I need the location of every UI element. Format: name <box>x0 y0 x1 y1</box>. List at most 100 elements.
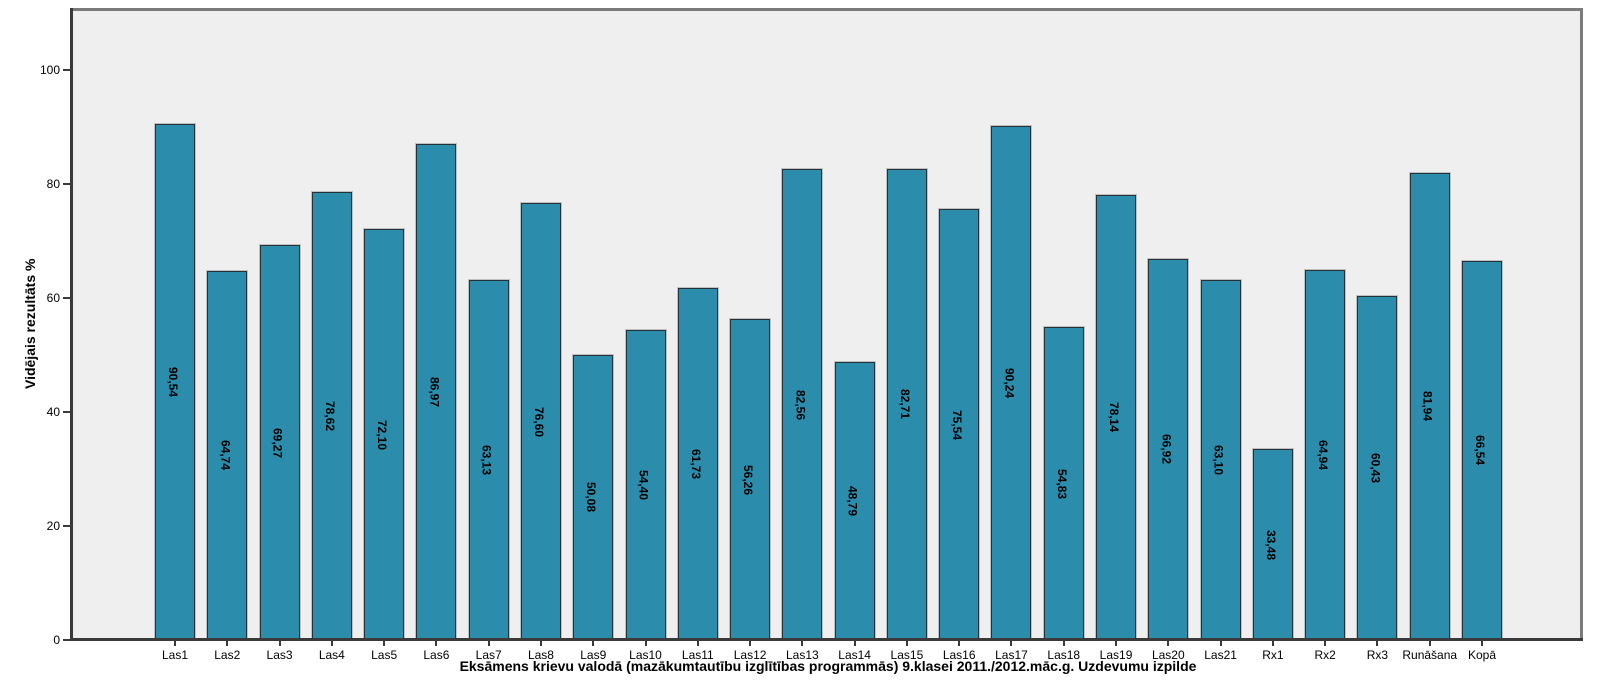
x-tick-mark <box>1481 641 1483 646</box>
x-axis-line <box>70 638 1583 641</box>
x-tick-mark <box>1062 641 1065 646</box>
x-tick-mark <box>905 641 908 646</box>
bar-las8 <box>520 203 561 640</box>
y-tick-mark <box>63 69 71 71</box>
x-tick-label: Las1 <box>161 648 189 662</box>
bar-las17 <box>991 125 1032 640</box>
x-tick-mark <box>226 641 229 646</box>
x-tick-label: Las8 <box>527 648 554 662</box>
bar-value-label: 66,54 <box>1473 435 1487 466</box>
bar-las14 <box>834 361 875 640</box>
bar-value-label: 56,26 <box>741 464 756 495</box>
x-tick-mark <box>958 641 961 646</box>
bar-las5 <box>364 229 405 640</box>
x-tick-label: Las11 <box>681 648 714 662</box>
bar-value-label: 61,73 <box>688 449 703 480</box>
bar-las4 <box>311 191 352 640</box>
bar-las16 <box>939 209 980 640</box>
x-tick-label: Las9 <box>580 648 607 662</box>
bar-value-label: 72,10 <box>375 419 390 450</box>
bar-las3 <box>259 245 300 640</box>
x-tick-mark <box>1167 641 1170 646</box>
x-tick-label: Rx2 <box>1314 648 1336 662</box>
bar-las19 <box>1096 194 1137 640</box>
x-tick-mark <box>1271 641 1274 646</box>
y-tick-label: 80 <box>46 177 60 191</box>
bar-las1 <box>155 123 195 640</box>
y-tick-label: 0 <box>53 633 60 647</box>
x-tick-label: Las7 <box>475 648 502 662</box>
x-tick-label: Las14 <box>838 648 871 662</box>
bar-las7 <box>468 280 509 640</box>
x-tick-label: Las17 <box>995 648 1028 662</box>
bar-value-label: 81,94 <box>1420 391 1435 422</box>
bar-value-label: 78,14 <box>1107 402 1122 433</box>
y-tick-label: 40 <box>46 405 60 419</box>
x-tick-label: Las3 <box>266 648 293 662</box>
bar-value-label: 64,74 <box>218 440 233 471</box>
bar-las2 <box>207 270 248 640</box>
bar-las10 <box>625 329 666 640</box>
x-tick-mark <box>1376 641 1379 646</box>
x-tick-label: Las5 <box>371 648 398 662</box>
bar-rx1 <box>1252 449 1293 640</box>
y-axis-title: Vidējais rezultāts % <box>22 258 38 390</box>
x-tick-label: Las2 <box>214 648 241 662</box>
x-tick-label: Las16 <box>942 648 976 662</box>
x-tick-mark <box>1428 641 1431 646</box>
bar-value-label: 54,83 <box>1054 468 1069 499</box>
bar-value-label: 75,54 <box>950 409 965 440</box>
x-tick-mark <box>1219 641 1222 646</box>
x-tick-label: Las21 <box>1204 648 1237 662</box>
y-tick-label: 20 <box>46 519 60 533</box>
x-tick-label: Las12 <box>733 648 767 662</box>
y-tick-mark <box>63 639 71 641</box>
x-tick-mark <box>644 641 647 646</box>
y-tick-mark <box>63 297 71 299</box>
x-tick-mark <box>1115 641 1118 646</box>
x-tick-label: Las10 <box>629 648 662 662</box>
bar-runāšana <box>1409 172 1450 640</box>
x-axis-title: Eksāmens krievu valodā (mazākumtautību i… <box>459 658 1197 674</box>
x-tick-label: Las20 <box>1151 648 1185 662</box>
x-tick-label: Rx3 <box>1366 648 1389 662</box>
y-tick-label: 60 <box>46 291 60 305</box>
x-tick-mark <box>749 641 752 646</box>
x-tick-mark <box>278 641 281 646</box>
bar-las6 <box>416 144 457 640</box>
x-tick-mark <box>330 641 333 646</box>
x-tick-label: Kopā <box>1467 648 1497 662</box>
bar-las18 <box>1043 327 1084 640</box>
bar-value-label: 63,13 <box>479 445 494 476</box>
bar-las15 <box>886 168 927 640</box>
x-tick-mark <box>853 641 856 646</box>
bar-value-label: 60,43 <box>1368 452 1383 483</box>
bar-value-label: 50,08 <box>584 482 599 513</box>
bar-rx2 <box>1305 269 1346 640</box>
x-tick-mark <box>539 641 542 646</box>
x-tick-mark <box>487 641 490 646</box>
bar-value-label: 82,71 <box>897 389 912 420</box>
bar-las9 <box>573 354 614 640</box>
bar-value-label: 90,24 <box>1002 367 1017 398</box>
x-tick-label: Las13 <box>786 648 819 662</box>
x-tick-label: Las4 <box>318 648 345 662</box>
x-tick-mark <box>383 641 386 646</box>
x-tick-mark <box>1010 641 1013 646</box>
y-tick-mark <box>63 525 71 527</box>
bar-value-label: 76,60 <box>531 406 546 437</box>
bar-value-label: 66,92 <box>1159 434 1174 465</box>
bar-value-label: 48,79 <box>845 485 860 516</box>
x-tick-mark <box>174 641 176 646</box>
x-tick-mark <box>801 641 804 646</box>
y-tick-mark <box>63 411 71 413</box>
bar-value-label: 63,10 <box>1211 445 1226 476</box>
bar-value-label: 33,48 <box>1263 529 1278 560</box>
bar-rx3 <box>1357 295 1398 640</box>
bar-las11 <box>677 288 718 640</box>
x-tick-mark <box>1324 641 1327 646</box>
x-tick-label: Las18 <box>1047 648 1081 662</box>
x-tick-label: Runāšana <box>1402 648 1458 662</box>
y-axis-line <box>70 8 73 640</box>
